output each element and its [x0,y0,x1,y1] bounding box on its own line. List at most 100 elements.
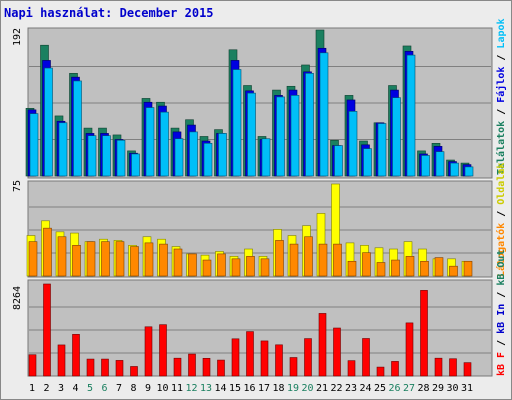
label-kbout: kB Out [496,249,507,286]
kb-bar-24 [362,338,370,377]
sites-bar-16 [246,256,255,277]
kb-bar-31 [463,362,472,377]
sites-bar-7 [115,241,125,277]
pages-bar-2 [44,67,53,177]
kb-bar-7 [115,360,124,377]
day-label-12: 12 [185,383,198,394]
day-label-20: 20 [301,383,314,394]
sites-bar-19 [289,243,299,277]
day-label-24: 24 [359,383,372,394]
pages-bar-29 [435,151,445,177]
pages-bar-20 [305,73,314,177]
label-sites: Oldalak [496,162,507,205]
pages-bar-18 [276,96,285,177]
sites-bar-1 [28,241,38,277]
pages-bar-21 [319,52,329,177]
day-label-23: 23 [344,383,358,394]
label-kbin: kB In [496,303,507,334]
label-files: Fájlok [496,66,507,103]
kb-bar-11 [173,357,182,377]
pages-bar-15 [232,69,242,177]
day-label-4: 4 [72,383,79,394]
day-label-8: 8 [130,383,137,394]
kb-bar-28 [420,290,428,377]
day-label-31: 31 [460,383,474,394]
pages-bar-7 [116,139,126,177]
kb-bar-1 [28,354,37,377]
day-label-9: 9 [144,383,152,394]
sites-bar-17 [260,258,270,277]
pages-bar-17 [261,138,271,177]
day-label-30: 30 [446,383,459,394]
sites-bar-27 [405,256,415,277]
ymax-label-top: 192 [12,27,23,46]
sites-bar-28 [420,260,429,277]
sites-bar-5 [86,241,96,277]
sites-bar-20 [304,236,313,277]
pages-bar-22 [334,145,343,177]
pages-bar-27 [406,54,416,177]
pages-bar-25 [377,123,387,177]
day-label-13: 13 [199,383,213,394]
sites-bar-26 [391,259,400,277]
sites-bar-9 [144,242,154,277]
pages-bar-30 [450,162,459,177]
sites-bar-29 [434,257,444,277]
pages-bar-26 [392,97,401,177]
pages-bar-10 [160,111,169,177]
day-label-15: 15 [228,383,242,394]
sites-bar-10 [159,243,168,277]
sites-bar-25 [376,262,386,277]
kb-bar-26 [391,361,399,377]
kb-bar-22 [333,327,341,377]
sites-bar-14 [217,253,226,277]
kb-bar-18 [275,344,283,377]
kb-bar-12 [188,353,196,377]
kb-bar-8 [130,366,138,377]
sites-bar-6 [101,241,110,277]
day-label-5: 5 [86,383,94,394]
kb-bar-20 [304,338,312,377]
day-label-25: 25 [373,383,387,394]
day-label-18: 18 [272,383,285,394]
pages-bar-19 [290,95,300,177]
kb-bar-29 [434,357,443,377]
day-label-1: 1 [28,383,36,394]
day-label-22: 22 [330,383,343,394]
sites-bar-30 [449,265,458,277]
bars-layer [25,29,474,377]
pages-bar-16 [247,92,256,177]
pages-bar-8 [131,153,140,177]
pages-bar-13 [203,143,213,177]
day-label-27: 27 [402,383,416,394]
sites-bar-21 [318,243,328,277]
day-label-11: 11 [170,383,184,394]
kb-bar-2 [43,283,51,377]
sites-bar-4 [72,245,81,277]
kb-bar-5 [86,358,95,377]
day-label-21: 21 [315,383,329,394]
sites-bar-11 [173,248,183,277]
day-label-17: 17 [257,383,271,394]
day-label-10: 10 [156,383,169,394]
kb-bar-19 [289,357,298,377]
sites-bar-3 [57,236,67,277]
kb-bar-21 [318,313,327,377]
day-label-16: 16 [243,383,256,394]
pages-bar-28 [421,155,430,177]
kb-bar-10 [159,324,167,377]
sites-bar-23 [347,260,357,277]
chart-title: Napi használat: December 2015 [4,6,214,20]
day-label-14: 14 [214,383,227,394]
pages-bar-14 [218,133,227,177]
pages-bar-11 [174,138,184,177]
pages-bar-1 [29,113,39,177]
pages-bar-5 [87,135,97,177]
day-label-2: 2 [43,383,50,394]
sites-bar-31 [463,260,473,277]
day-label-28: 28 [417,383,430,394]
pages-bar-6 [102,135,111,177]
sites-bar-24 [362,252,371,277]
pages-bar-9 [145,107,155,177]
